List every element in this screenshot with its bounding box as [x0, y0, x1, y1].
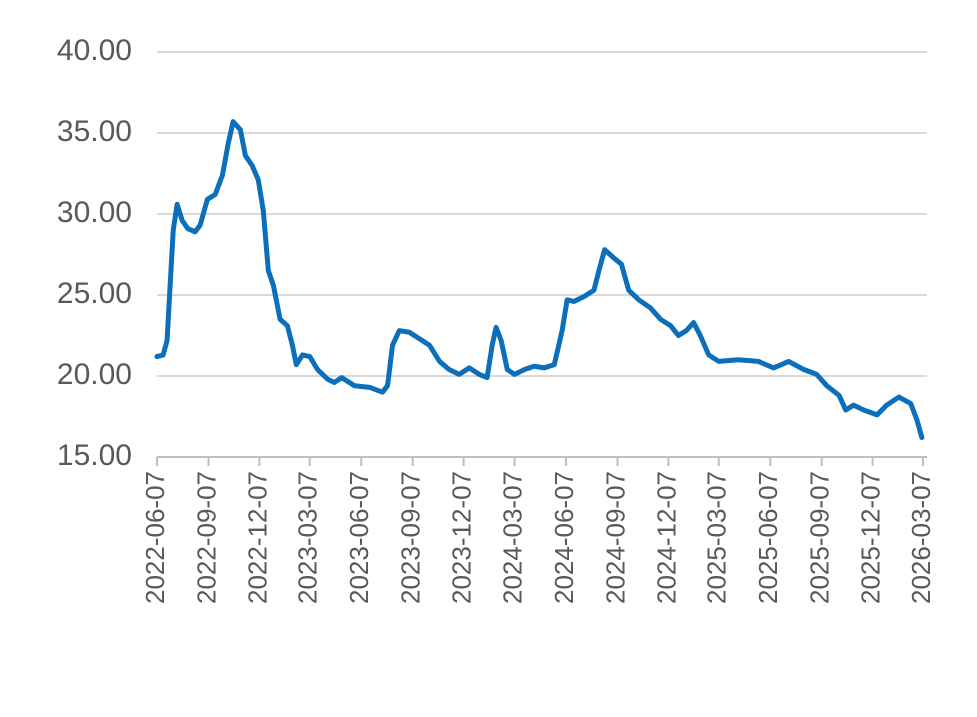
x-tick-label: 2022-06-07 — [140, 471, 170, 604]
data-line — [154, 119, 925, 441]
x-tick-label: 2023-09-07 — [396, 471, 426, 604]
x-tick-label: 2024-06-07 — [549, 471, 579, 604]
y-tick-label: 15.00 — [57, 439, 132, 472]
y-tick-label: 35.00 — [57, 115, 132, 148]
x-tick-label: 2025-12-07 — [856, 471, 886, 604]
y-tick-label: 20.00 — [57, 358, 132, 391]
x-tick-label: 2023-06-07 — [344, 471, 374, 604]
x-tick-label: 2022-12-07 — [242, 471, 272, 604]
y-tick-label: 40.00 — [57, 34, 132, 67]
x-tick-label: 2025-06-07 — [753, 471, 783, 604]
x-tick-label: 2022-09-07 — [191, 471, 221, 604]
x-tick-label: 2026-03-07 — [906, 471, 936, 604]
x-tick-label: 2024-09-07 — [600, 471, 630, 604]
x-tick-label: 2023-03-07 — [293, 471, 323, 604]
y-tick-label: 30.00 — [57, 196, 132, 229]
x-tick-label: 2024-12-07 — [651, 471, 681, 604]
y-tick-label: 25.00 — [57, 277, 132, 310]
x-tick-label: 2024-03-07 — [497, 471, 527, 604]
x-tick-label: 2025-03-07 — [702, 471, 732, 604]
x-tick-label: 2023-12-07 — [446, 471, 476, 604]
x-tick-label: 2025-09-07 — [805, 471, 835, 604]
